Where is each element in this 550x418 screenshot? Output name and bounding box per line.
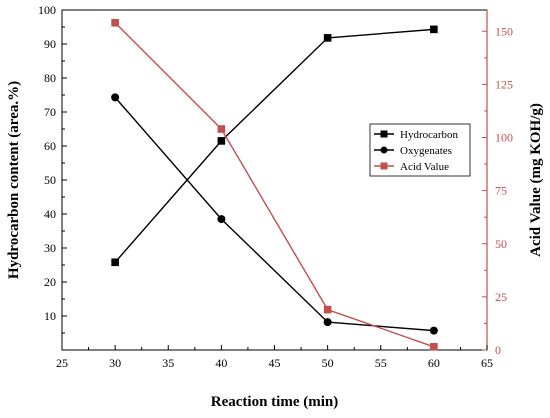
data-point bbox=[430, 343, 438, 351]
x-tick-label: 35 bbox=[162, 356, 174, 370]
plot-frame bbox=[61, 9, 488, 351]
right-y-axis-title: Acid Value (mg KOH/g) bbox=[528, 103, 544, 257]
right-y-tick-label: 0 bbox=[495, 343, 501, 357]
legend-label: Oxygenates bbox=[400, 145, 452, 157]
data-point bbox=[429, 326, 438, 335]
x-tick-label: 50 bbox=[322, 356, 334, 370]
left-y-tick-label: 50 bbox=[44, 173, 56, 187]
data-point bbox=[323, 34, 332, 42]
x-tick-label: 40 bbox=[215, 356, 227, 370]
data-point bbox=[323, 318, 332, 327]
legend-marker bbox=[380, 130, 388, 138]
x-tick-label: 30 bbox=[109, 356, 121, 370]
x-tick-label: 60 bbox=[428, 356, 440, 370]
left-y-axis-ticks: 10 20 30 40 50 60 70 80 90 100 bbox=[38, 3, 67, 334]
legend: Hydrocarbon Oxygenates Acid Value bbox=[369, 123, 471, 177]
series-line-oxygenates bbox=[114, 96, 434, 332]
right-y-tick-label: 25 bbox=[495, 290, 507, 304]
legend-marker bbox=[380, 162, 388, 170]
legend-marker bbox=[380, 146, 388, 154]
data-point bbox=[111, 18, 119, 27]
left-y-tick-label: 30 bbox=[44, 241, 56, 255]
x-tick-label: 45 bbox=[269, 356, 281, 370]
data-point bbox=[217, 215, 226, 224]
series-layer bbox=[111, 18, 438, 351]
right-y-tick-label: 150 bbox=[495, 24, 513, 38]
left-y-tick-label: 60 bbox=[44, 139, 56, 153]
left-y-tick-label: 100 bbox=[38, 3, 56, 17]
x-tick-label: 25 bbox=[56, 356, 68, 370]
x-axis-ticks: 25 30 35 40 45 50 55 60 65 bbox=[56, 345, 493, 370]
left-y-tick-label: 20 bbox=[44, 275, 56, 289]
data-point bbox=[217, 125, 226, 133]
x-tick-label: 65 bbox=[481, 356, 493, 370]
right-y-tick-label: 75 bbox=[495, 184, 507, 198]
data-point bbox=[217, 137, 226, 145]
left-y-tick-label: 80 bbox=[44, 71, 56, 85]
data-point bbox=[111, 93, 120, 102]
left-y-tick-label: 90 bbox=[44, 37, 56, 51]
x-axis-title: Reaction time (min) bbox=[211, 394, 338, 410]
data-point bbox=[323, 305, 332, 314]
right-y-tick-label: 100 bbox=[495, 131, 513, 145]
left-y-tick-label: 10 bbox=[44, 309, 56, 323]
right-y-tick-label: 125 bbox=[495, 77, 513, 91]
right-y-axis-ticks: 0 25 50 75 100 125 150 bbox=[482, 24, 513, 357]
legend-label: Acid Value bbox=[400, 161, 449, 173]
right-y-tick-label: 50 bbox=[495, 237, 507, 251]
data-point bbox=[430, 25, 438, 34]
legend-label: Hydrocarbon bbox=[400, 129, 459, 141]
left-y-tick-label: 40 bbox=[44, 207, 56, 221]
x-tick-label: 55 bbox=[375, 356, 387, 370]
series-line-acid-value bbox=[114, 22, 435, 348]
left-y-tick-label: 70 bbox=[44, 105, 56, 119]
series-line-hydrocarbon bbox=[114, 28, 434, 263]
left-y-axis-title: Hydrocarbon content (area.%) bbox=[6, 81, 22, 279]
data-point bbox=[111, 258, 119, 267]
